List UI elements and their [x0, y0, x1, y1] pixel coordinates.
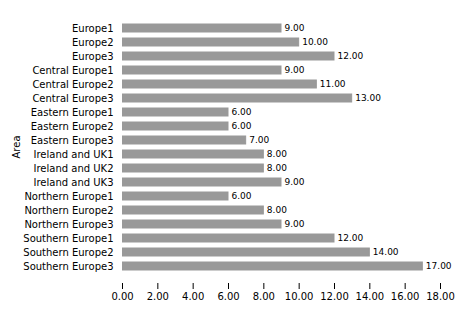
svg-text:9.00: 9.00 [285, 23, 305, 33]
svg-text:8.00: 8.00 [267, 205, 287, 215]
svg-text:8.00: 8.00 [267, 149, 287, 159]
svg-text:14.00: 14.00 [373, 247, 399, 257]
svg-text:6.00: 6.00 [217, 291, 239, 302]
svg-text:Ireland and UK1: Ireland and UK1 [34, 149, 114, 160]
svg-text:16.00: 16.00 [391, 291, 420, 302]
svg-text:12.00: 12.00 [320, 291, 349, 302]
svg-text:Europe2: Europe2 [72, 37, 114, 48]
svg-text:13.00: 13.00 [355, 93, 381, 103]
svg-text:Ireland and UK3: Ireland and UK3 [34, 177, 114, 188]
svg-text:11.00: 11.00 [320, 79, 346, 89]
svg-text:Europe3: Europe3 [72, 51, 114, 62]
svg-text:0.00: 0.00 [111, 291, 133, 302]
svg-text:Eastern Europe3: Eastern Europe3 [31, 135, 114, 146]
svg-text:Northern Europe1: Northern Europe1 [24, 191, 113, 202]
svg-text:Eastern Europe2: Eastern Europe2 [31, 121, 114, 132]
svg-text:2.00: 2.00 [147, 291, 169, 302]
svg-text:Eastern Europe1: Eastern Europe1 [31, 107, 114, 118]
svg-text:Area: Area [11, 135, 22, 158]
svg-text:4.00: 4.00 [182, 291, 204, 302]
svg-text:17.00: 17.00 [426, 261, 452, 271]
svg-text:Southern Europe2: Southern Europe2 [23, 247, 113, 258]
svg-text:Central Europe1: Central Europe1 [32, 65, 113, 76]
svg-text:8.00: 8.00 [253, 291, 275, 302]
svg-text:9.00: 9.00 [285, 177, 305, 187]
svg-text:6.00: 6.00 [232, 121, 252, 131]
svg-text:Central Europe2: Central Europe2 [32, 79, 113, 90]
svg-text:9.00: 9.00 [285, 219, 305, 229]
svg-text:9.00: 9.00 [285, 65, 305, 75]
svg-text:Northern Europe3: Northern Europe3 [24, 219, 113, 230]
svg-text:14.00: 14.00 [356, 291, 385, 302]
svg-text:Europe1: Europe1 [72, 23, 114, 34]
svg-text:10.00: 10.00 [302, 37, 328, 47]
svg-text:8.00: 8.00 [267, 163, 287, 173]
svg-text:Ireland and UK2: Ireland and UK2 [34, 163, 114, 174]
svg-text:18.00: 18.00 [426, 291, 455, 302]
svg-text:6.00: 6.00 [232, 191, 252, 201]
svg-text:Northern Europe2: Northern Europe2 [24, 205, 113, 216]
svg-text:Southern Europe1: Southern Europe1 [23, 233, 113, 244]
svg-text:10.00: 10.00 [285, 291, 314, 302]
svg-text:7.00: 7.00 [249, 135, 269, 145]
svg-text:Central Europe3: Central Europe3 [32, 93, 113, 104]
svg-text:6.00: 6.00 [232, 107, 252, 117]
svg-text:Southern Europe3: Southern Europe3 [23, 261, 113, 272]
svg-text:12.00: 12.00 [338, 233, 364, 243]
svg-text:12.00: 12.00 [338, 51, 364, 61]
